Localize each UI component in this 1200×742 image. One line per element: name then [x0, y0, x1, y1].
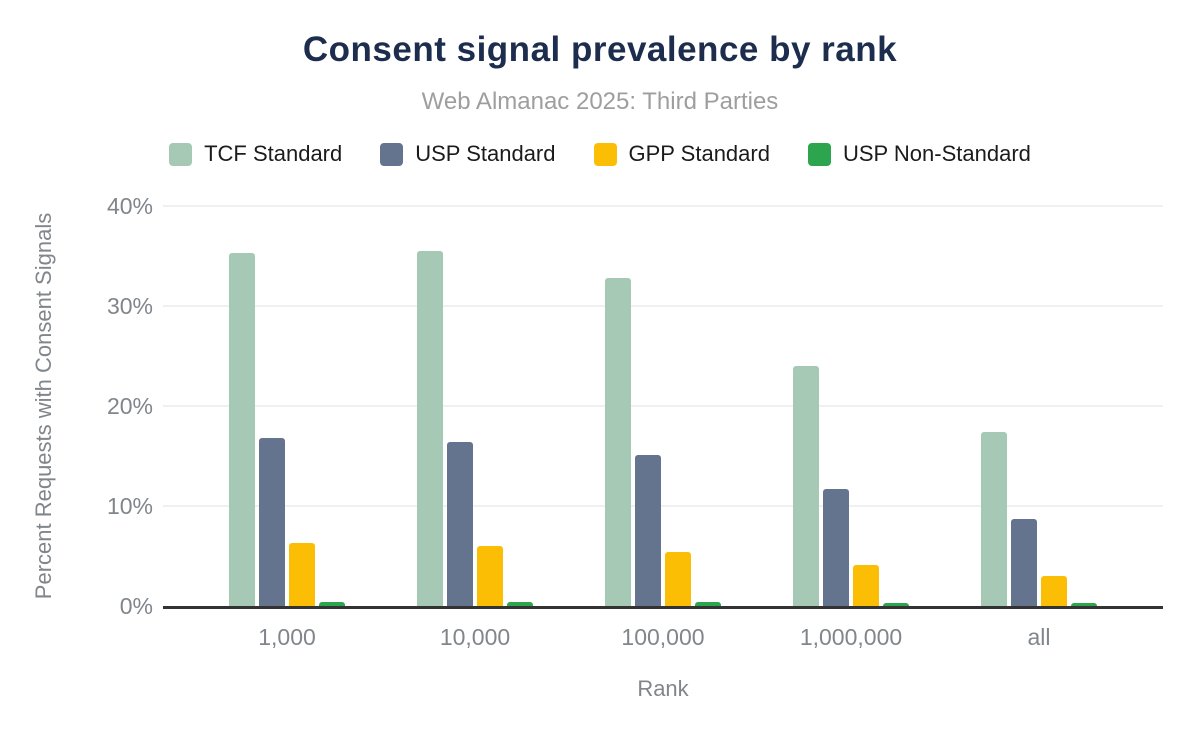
x-tick-label-1-000: 1,000: [258, 624, 316, 650]
legend-label: GPP Standard: [628, 141, 770, 166]
legend-item-usp-standard: USP Standard: [380, 141, 556, 167]
legend-swatch-gpp-standard-icon: [593, 142, 617, 166]
bar-tcf-standard-1-000-000[interactable]: [793, 366, 819, 606]
bar-tcf-standard-10-000[interactable]: [417, 251, 443, 606]
bar-usp-standard-1-000[interactable]: [259, 438, 285, 606]
bar-usp-non-standard-1-000[interactable]: [319, 602, 345, 606]
legend-swatch-tcf-standard-icon: [169, 142, 193, 166]
gridline-30: [163, 305, 1163, 307]
bar-gpp-standard-1-000-000[interactable]: [853, 565, 879, 606]
bar-usp-non-standard-10-000[interactable]: [507, 602, 533, 606]
plot-area: 0% 10% 20% 30% 40% 1,000 10,000 100,000 1,000,00…: [107, 193, 1163, 650]
legend-item-tcf-standard: TCF Standard: [169, 141, 342, 167]
bar-usp-non-standard-1-000-000[interactable]: [883, 603, 909, 606]
x-tick-label-1-000-000: 1,000,000: [799, 624, 903, 650]
chart-subtitle: Web Almanac 2025: Third Parties: [421, 88, 779, 115]
legend-label: USP Standard: [415, 141, 556, 166]
chart-legend: TCF Standard USP Standard GPP Standard USP …: [0, 141, 1200, 167]
legend-label: TCF Standard: [204, 141, 343, 166]
bar-tcf-standard-all[interactable]: [981, 432, 1007, 606]
bar-tcf-standard-100-000[interactable]: [605, 278, 631, 606]
gridline-20: [163, 405, 1163, 407]
bar-usp-standard-1-000-000[interactable]: [823, 489, 849, 606]
bar-tcf-standard-1-000[interactable]: [229, 253, 255, 606]
x-tick-label-all: all: [1027, 624, 1051, 650]
bar-usp-non-standard-100-000[interactable]: [695, 602, 721, 606]
bar-gpp-standard-100-000[interactable]: [665, 552, 691, 606]
bar-gpp-standard-1-000[interactable]: [289, 543, 315, 606]
legend-item-usp-non-standard: USP Non-Standard: [807, 141, 1031, 167]
y-tick-label: 30%: [106, 293, 153, 319]
gridline-40: [163, 205, 1163, 207]
bar-gpp-standard-10-000[interactable]: [477, 546, 503, 606]
bar-usp-non-standard-all[interactable]: [1071, 603, 1097, 606]
bar-usp-standard-100-000[interactable]: [635, 455, 661, 606]
y-tick-label: 20%: [106, 393, 153, 419]
x-axis-title: Rank: [637, 676, 689, 701]
y-tick-label: 40%: [106, 193, 153, 219]
chart-title: Consent signal prevalence by rank: [302, 30, 898, 69]
gridline-10: [163, 505, 1163, 507]
x-tick-label-10-000: 10,000: [439, 624, 511, 650]
legend-swatch-usp-standard-icon: [380, 142, 404, 166]
bar-usp-standard-10-000[interactable]: [447, 442, 473, 606]
bar-usp-standard-all[interactable]: [1011, 519, 1037, 606]
x-tick-label-100-000: 100,000: [621, 624, 705, 650]
y-tick-label: 0%: [119, 593, 153, 619]
legend-label: USP Non-Standard: [842, 141, 1031, 166]
legend-item-gpp-standard: GPP Standard: [593, 141, 770, 167]
y-tick-label: 10%: [106, 493, 153, 519]
y-axis-title: Percent Requests with Consent Signals: [31, 212, 56, 600]
bar-gpp-standard-all[interactable]: [1041, 576, 1067, 606]
legend-swatch-usp-non-standard-icon: [807, 142, 831, 166]
